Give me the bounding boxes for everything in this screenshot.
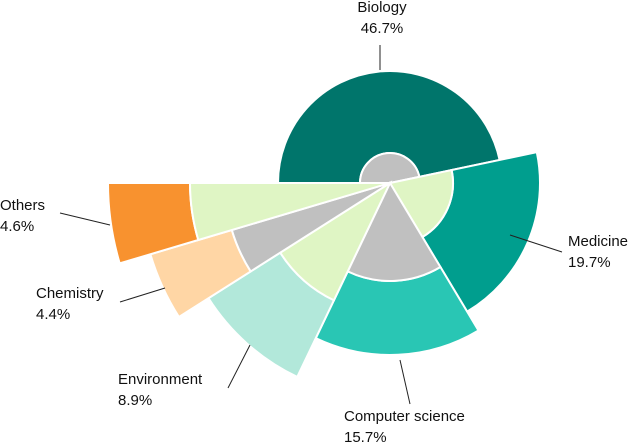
slice xyxy=(388,150,541,314)
leader-line xyxy=(227,344,251,389)
leader-line xyxy=(59,212,111,226)
slice-inner xyxy=(358,152,421,184)
slice xyxy=(106,182,391,265)
slice-value-label: 4.4% xyxy=(36,306,70,323)
slice-value-label: 4.6% xyxy=(0,218,34,235)
slice-label: Medicine xyxy=(568,233,628,250)
slice-label: Environment xyxy=(118,371,203,388)
slice xyxy=(207,180,393,379)
slice xyxy=(276,70,501,184)
slice-value-label: 8.9% xyxy=(118,392,152,409)
slice-inner xyxy=(388,168,454,239)
slice-label: Others xyxy=(0,197,45,214)
slice-label: Computer science xyxy=(344,408,465,425)
slice-inner xyxy=(188,182,391,242)
slice xyxy=(314,180,480,356)
slice-label: Chemistry xyxy=(36,285,104,302)
slice-value-label: 15.7% xyxy=(344,429,387,446)
slice-value-label: 46.7% xyxy=(361,20,404,37)
slice-inner xyxy=(346,180,442,282)
slice-label: Biology xyxy=(357,0,407,16)
leader-line xyxy=(509,234,563,253)
slice-value-label: 19.7% xyxy=(568,254,611,271)
leader-line xyxy=(399,359,411,405)
leader-line xyxy=(119,287,166,303)
